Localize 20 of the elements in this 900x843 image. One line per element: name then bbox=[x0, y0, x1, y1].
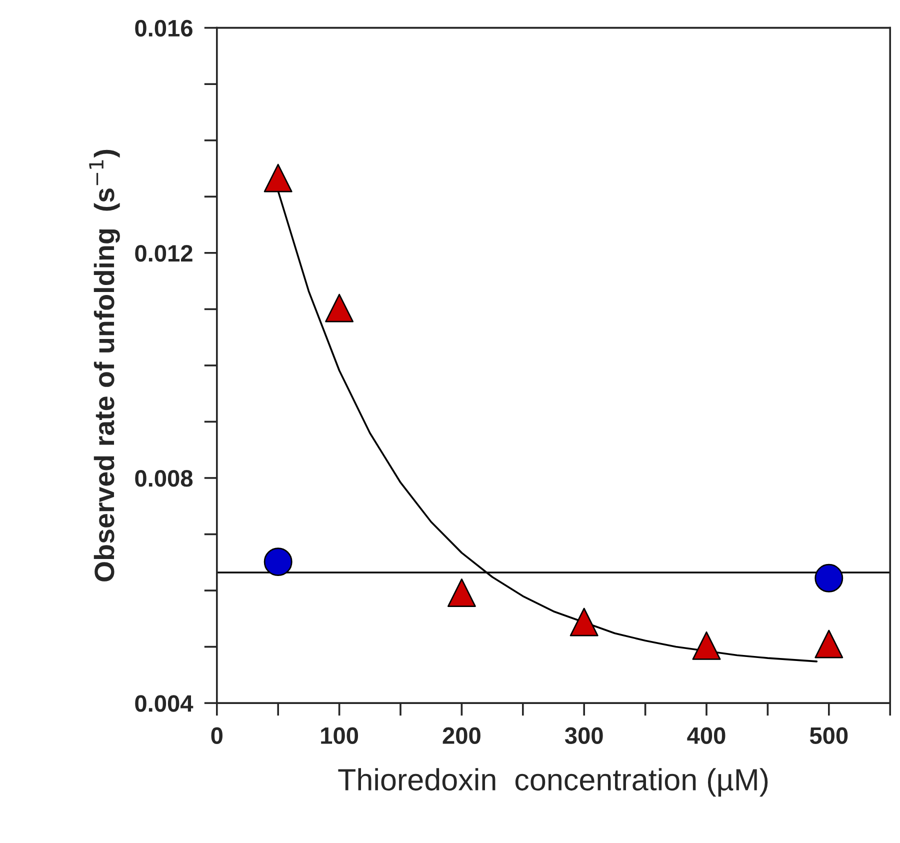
x-tick-label: 500 bbox=[810, 727, 848, 744]
y-tick-label: 0.016 bbox=[135, 20, 192, 37]
point bbox=[570, 608, 598, 636]
x-axis-title: Thioredoxin concentration (µM) bbox=[338, 768, 768, 797]
x-tick-label: 100 bbox=[321, 727, 358, 744]
point bbox=[814, 630, 844, 658]
x-tick-label: 200 bbox=[442, 727, 480, 744]
x-tick-label: 300 bbox=[564, 727, 603, 744]
y-tick-label: 0.004 bbox=[135, 695, 194, 712]
x-tick-label: 400 bbox=[687, 727, 726, 744]
y-axis-title: Observed rate of unfolding (s$^{−1}$) bbox=[89, 150, 120, 582]
x-tick-label: 0 bbox=[211, 727, 222, 744]
point bbox=[264, 164, 292, 192]
point bbox=[692, 631, 721, 660]
y-tick-label: 0.008 bbox=[135, 470, 193, 487]
point bbox=[814, 564, 844, 592]
y-tick-label: 0.012 bbox=[135, 244, 192, 262]
point bbox=[325, 294, 354, 322]
point bbox=[447, 578, 476, 608]
point bbox=[264, 548, 292, 576]
